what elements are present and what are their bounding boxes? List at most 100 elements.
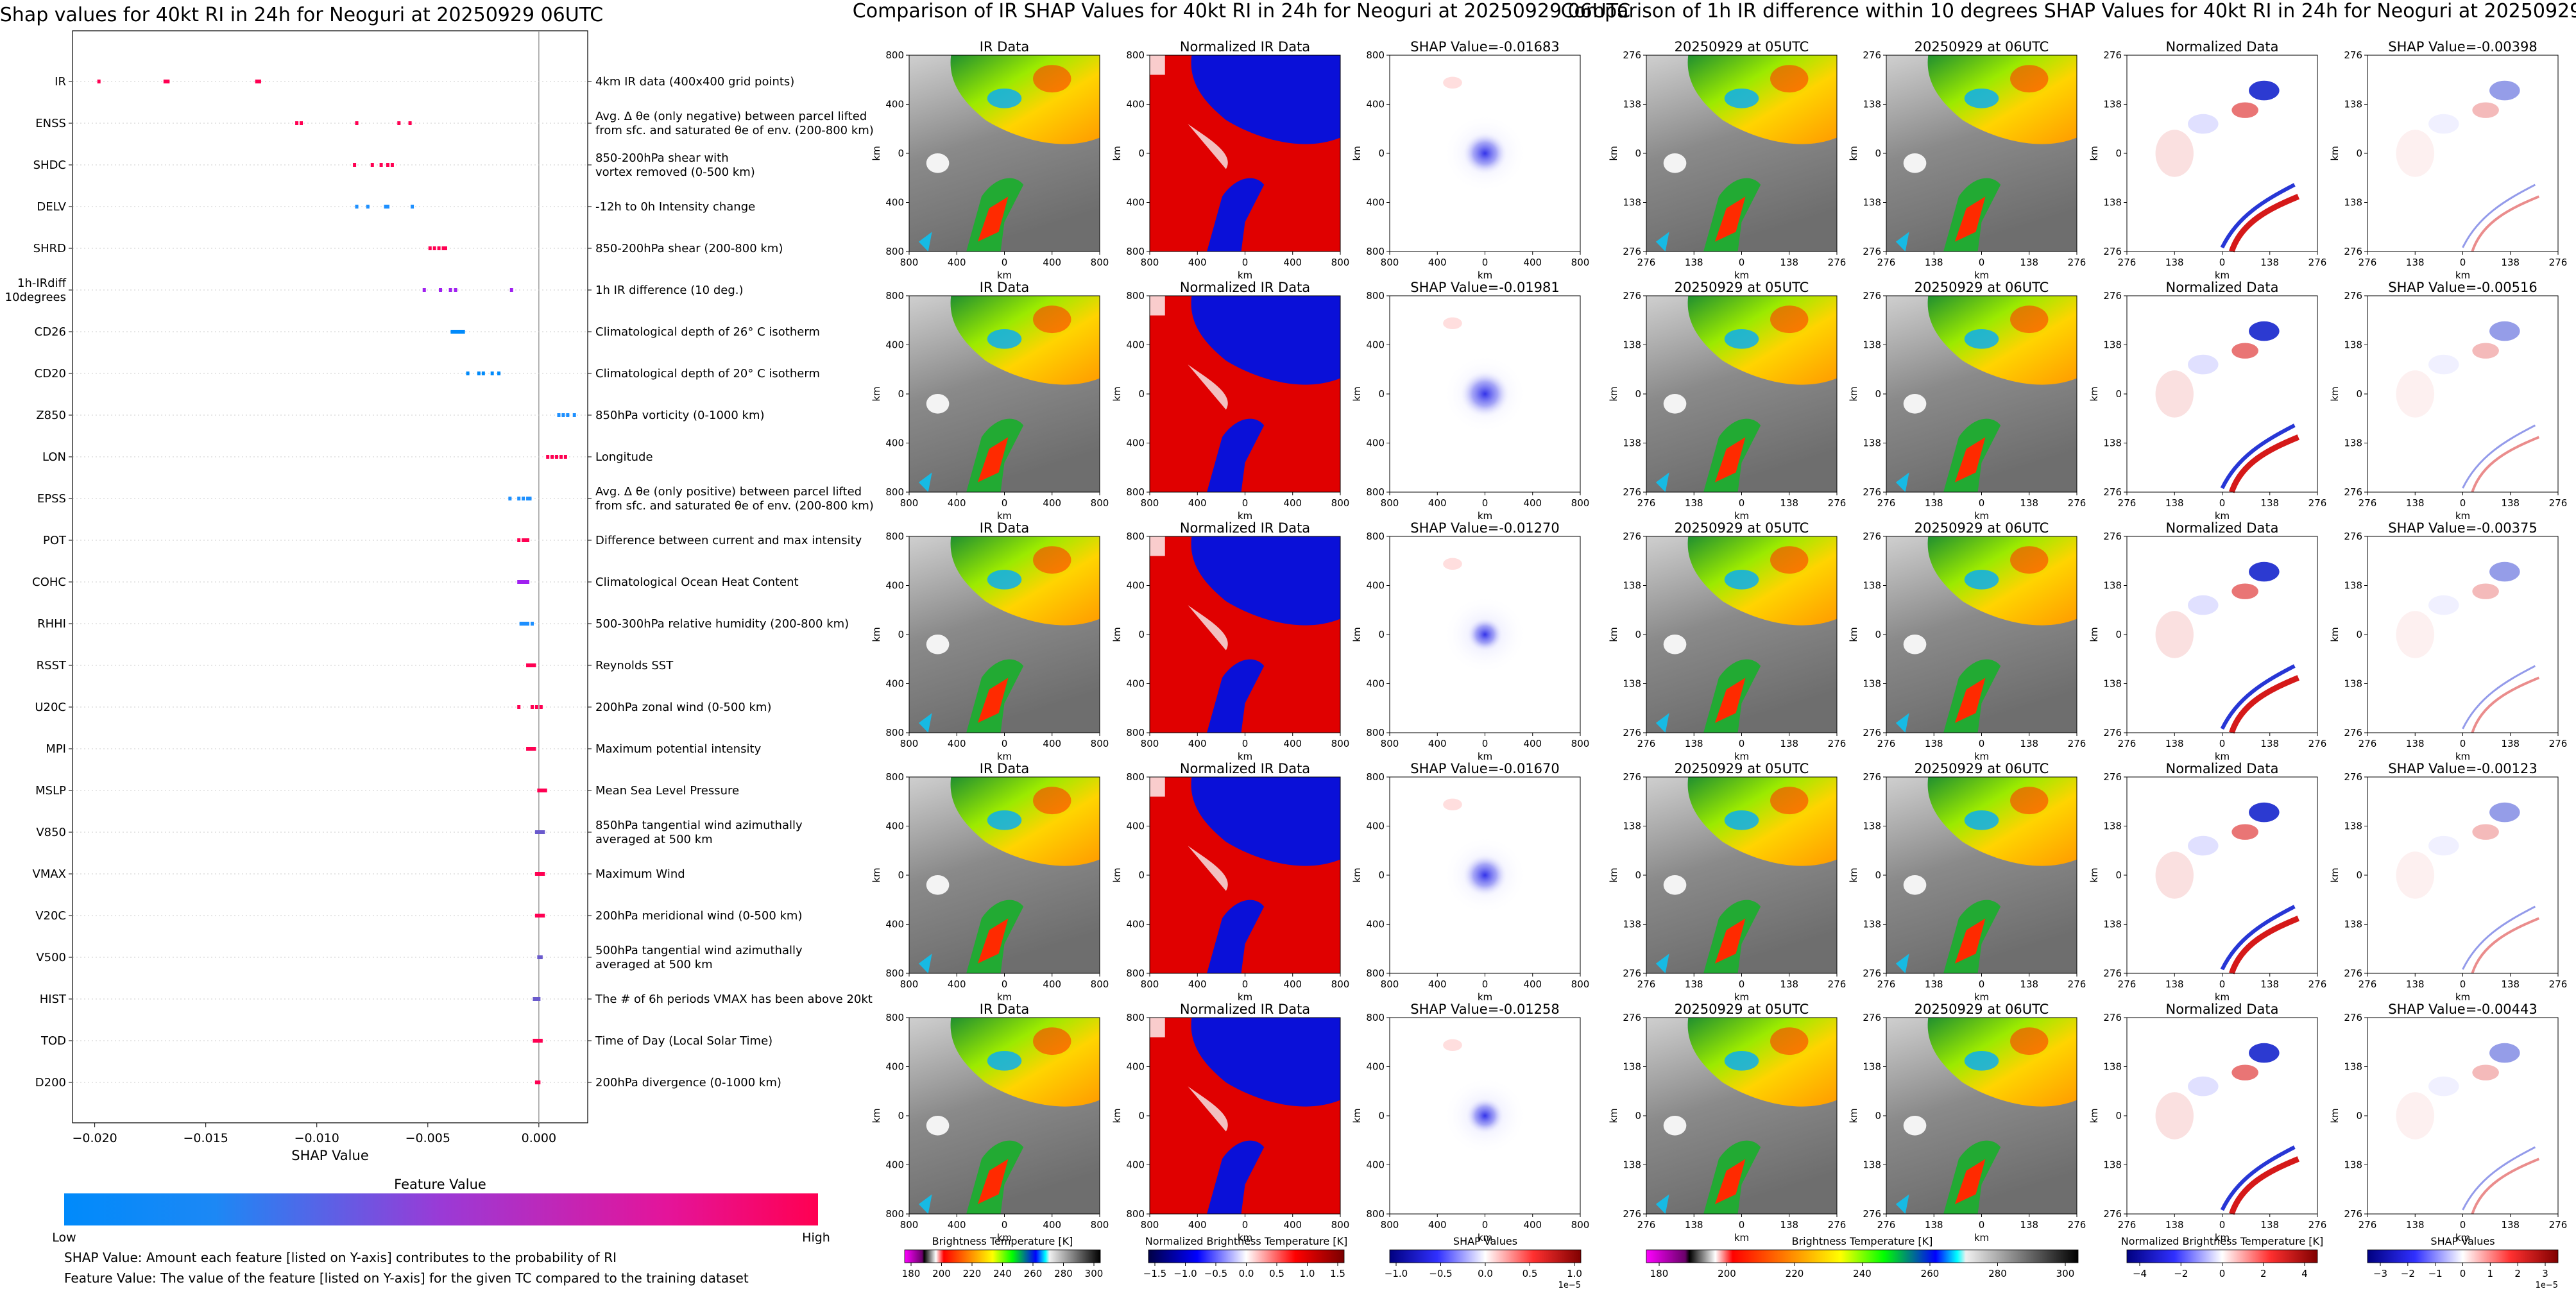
shap-point — [539, 1039, 543, 1043]
panel-title: SHAP Value=-0.00443 — [2388, 1002, 2538, 1017]
panel-y-axis-label: km — [2329, 146, 2341, 160]
panel-x-axis-label: km — [1478, 510, 1492, 522]
panel-y-tick-label: 400 — [1366, 1061, 1385, 1073]
feature-name-label: LON — [42, 450, 66, 464]
panel-x-tick-label: 138 — [2260, 1219, 2279, 1231]
panel-x-tick-label: 400 — [1428, 1219, 1447, 1231]
panel-y-tick-label: 138 — [2103, 197, 2122, 209]
panel-y-axis-label: km — [871, 386, 882, 401]
diff-lavender-patch — [2188, 114, 2219, 134]
panel-title: 20250929 at 05UTC — [1675, 280, 1809, 295]
panel-title: SHAP Value=-0.00516 — [2388, 280, 2538, 295]
ir-warm-patch — [2010, 305, 2049, 334]
feature-name-label: HIST — [40, 993, 67, 1006]
panel-x-axis-label: km — [1238, 991, 1252, 1003]
shap-point — [477, 371, 481, 375]
panel-y-tick-label: 0 — [2115, 1110, 2122, 1122]
norm-cold-region — [1191, 777, 1340, 866]
shap-point — [522, 580, 525, 584]
shap-point — [519, 580, 523, 584]
panel-y-tick-label: 138 — [1863, 438, 1881, 449]
diff-red-patch — [2231, 102, 2258, 118]
feature-description-label: 850hPa tangential wind azimuthally averag… — [595, 819, 803, 846]
diff-blue-band — [2220, 905, 2296, 971]
panel-y-tick-label: 138 — [2344, 99, 2362, 110]
panel-y-tick-label: 138 — [2344, 197, 2362, 209]
panel-y-tick-label: 400 — [1126, 1061, 1145, 1073]
shap-point — [539, 955, 543, 959]
shap-center-blob — [1460, 370, 1510, 418]
diff-blue-patch — [2249, 80, 2280, 101]
panel-y-tick-label: 0 — [1378, 629, 1385, 640]
colorbar-label: SHAP Values — [2430, 1235, 2495, 1247]
panel-y-tick-label: 0 — [2356, 629, 2362, 640]
panel-y-axis-label: km — [2088, 146, 2100, 160]
shap-point — [397, 121, 401, 125]
feature-name-label: IR — [55, 75, 66, 89]
panel-x-tick-label: 0 — [2219, 738, 2226, 749]
colorbar-tick-label: 1.0 — [1567, 1268, 1582, 1279]
panel-x-tick-label: 138 — [2165, 497, 2184, 509]
panel-x-tick-label: 276 — [2549, 1219, 2568, 1231]
panel-y-tick-label: 400 — [885, 1061, 904, 1073]
panel-x-tick-label: 400 — [1283, 978, 1302, 990]
panel-y-tick-label: 800 — [1126, 290, 1145, 302]
panel-x-tick-label: 276 — [1637, 1219, 1656, 1231]
shap-point — [543, 789, 547, 792]
shap-point — [408, 121, 412, 125]
panel-title: 20250929 at 05UTC — [1675, 1002, 1809, 1017]
shap-point — [457, 330, 461, 334]
panel-x-tick-label: 400 — [1428, 738, 1447, 749]
panel-y-axis-label: km — [1848, 1108, 1859, 1123]
panel-x-tick-label: 800 — [1571, 738, 1590, 749]
panel-y-tick-label: 0 — [1138, 388, 1145, 400]
shap-point — [534, 705, 538, 709]
panel-x-tick-label: 800 — [1381, 738, 1399, 749]
feature-description-label: Avg. Δ θe (only positive) between parcel… — [595, 485, 874, 513]
panel-x-tick-label: 400 — [1188, 978, 1207, 990]
shap-point — [443, 246, 447, 250]
shap-point — [481, 371, 485, 375]
colorbar-tick-label: 1.0 — [1300, 1268, 1315, 1279]
panel-x-axis-label: km — [1478, 751, 1492, 762]
panel-y-axis-label: km — [2329, 867, 2341, 882]
panel-y-tick-label: 0 — [1875, 629, 1881, 640]
panel-x-axis-label: km — [1478, 269, 1492, 281]
colorbar-tick-label: −1 — [2428, 1268, 2443, 1279]
panel-y-tick-label: 400 — [885, 1159, 904, 1171]
colorbar-tick-label: −4 — [2133, 1268, 2147, 1279]
ir-warm-patch — [1033, 1027, 1071, 1055]
panel-y-axis-label: km — [1111, 867, 1123, 882]
diff-blue-patch — [2249, 561, 2280, 582]
panel-y-tick-label: 276 — [1863, 727, 1881, 738]
ir-bright-patch — [926, 875, 950, 895]
panel-y-tick-label: 138 — [2103, 438, 2122, 449]
diff-blue-band — [2462, 665, 2536, 730]
diff-lavender-patch — [2188, 835, 2219, 856]
panel-y-tick-label: 0 — [1875, 1110, 1881, 1122]
panel-x-tick-label: 138 — [2260, 738, 2279, 749]
shap-point — [454, 288, 457, 292]
panel-x-axis-label: km — [1238, 510, 1252, 522]
panel-x-tick-label: 138 — [2406, 1219, 2425, 1231]
panel-x-tick-label: 138 — [2260, 497, 2279, 509]
feature-name-label: RSST — [37, 659, 67, 672]
shap-point — [526, 538, 530, 542]
ir-edge-patch — [1655, 472, 1669, 492]
panel-x-tick-label: 138 — [2406, 738, 2425, 749]
diff-blue-band — [2220, 423, 2296, 490]
panel-x-axis-label: km — [1734, 751, 1749, 762]
panel-y-tick-label: 800 — [1126, 486, 1145, 498]
panel-x-tick-label: 400 — [1043, 978, 1061, 990]
shap-point — [539, 705, 543, 709]
diff-red-patch — [2472, 1064, 2499, 1080]
colorbar-label: Brightness Temperature [K] — [932, 1235, 1073, 1247]
colorbar-tick-label: 180 — [902, 1268, 921, 1279]
panel-y-axis-label: km — [2088, 867, 2100, 882]
feature-description-label: The # of 6h periods VMAX has been above … — [595, 993, 873, 1006]
feature-name-label: TOD — [40, 1034, 66, 1048]
panel-x-tick-label: 276 — [1637, 257, 1656, 268]
ir-bright-patch — [1663, 875, 1687, 895]
panel-y-tick-label: 400 — [1366, 678, 1385, 690]
panel-x-tick-label: 276 — [2068, 1219, 2086, 1231]
